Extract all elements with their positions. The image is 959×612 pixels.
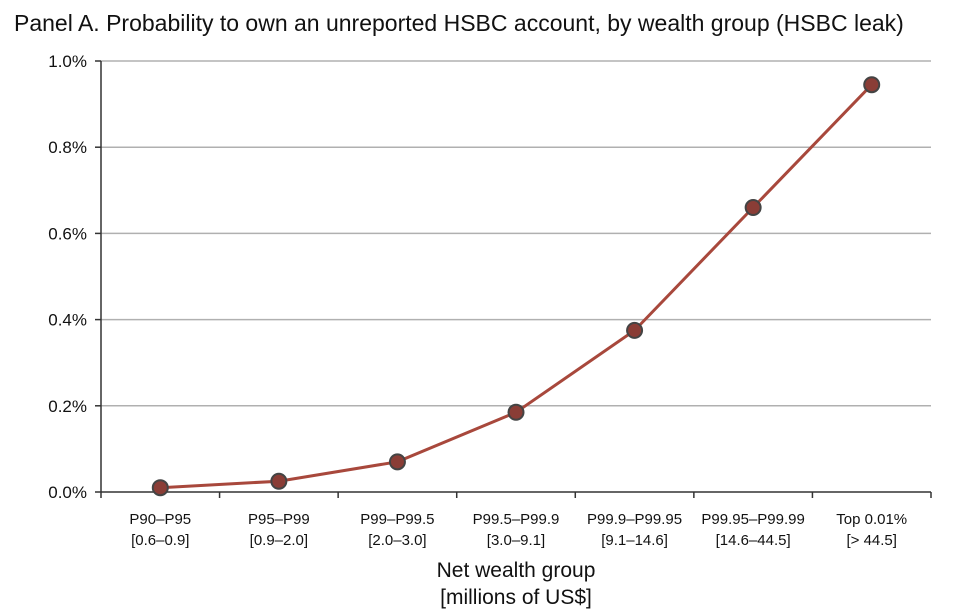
y-tick-labels: 0.0% 0.2% 0.4% 0.6% 0.8% 1.0% bbox=[48, 52, 87, 502]
y-tick-label: 0.0% bbox=[48, 483, 87, 502]
data-point bbox=[507, 403, 525, 421]
x-axis-label-line2: [millions of US$] bbox=[440, 586, 592, 609]
data-point bbox=[863, 76, 881, 94]
x-tick-label: [2.0–3.0] bbox=[368, 532, 426, 549]
y-tick-label: 0.2% bbox=[48, 397, 87, 416]
y-tick-label: 0.4% bbox=[48, 311, 87, 330]
x-tick-label: [3.0–9.1] bbox=[487, 532, 545, 549]
data-points bbox=[151, 76, 881, 497]
chart-title: Panel A. Probability to own an unreporte… bbox=[14, 10, 904, 36]
y-tick-label: 0.6% bbox=[48, 224, 87, 243]
x-tick-label: [9.1–14.6] bbox=[601, 532, 668, 549]
data-point bbox=[388, 453, 406, 471]
x-tick-label: P99–P99.5 bbox=[360, 511, 434, 528]
data-point bbox=[744, 199, 762, 217]
x-tick-label: P99.9–P99.95 bbox=[587, 511, 682, 528]
y-tick-label: 1.0% bbox=[48, 52, 87, 71]
x-tick-label: P99.5–P99.9 bbox=[473, 511, 560, 528]
x-tick-label: [0.6–0.9] bbox=[131, 532, 189, 549]
axes bbox=[95, 60, 932, 498]
x-tick-label: [> 44.5] bbox=[846, 532, 896, 549]
data-point bbox=[151, 479, 169, 497]
series-line bbox=[160, 83, 873, 490]
gridlines bbox=[101, 60, 931, 407]
x-tick-label: P95–P99 bbox=[248, 511, 310, 528]
x-tick-label: [14.6–44.5] bbox=[716, 532, 791, 549]
x-tick-label: P99.95–P99.99 bbox=[701, 511, 804, 528]
y-tick-label: 0.8% bbox=[48, 138, 87, 157]
x-axis-label-line1: Net wealth group bbox=[437, 559, 596, 582]
x-tick-label: Top 0.01% bbox=[836, 511, 907, 528]
x-tick-labels: P90–P95 [0.6–0.9] P95–P99 [0.9–2.0] P99–P99.… bbox=[129, 511, 907, 549]
data-point bbox=[626, 321, 644, 339]
x-tick-label: [0.9–2.0] bbox=[250, 532, 308, 549]
x-tick-label: P90–P95 bbox=[129, 511, 191, 528]
data-point bbox=[270, 472, 288, 490]
